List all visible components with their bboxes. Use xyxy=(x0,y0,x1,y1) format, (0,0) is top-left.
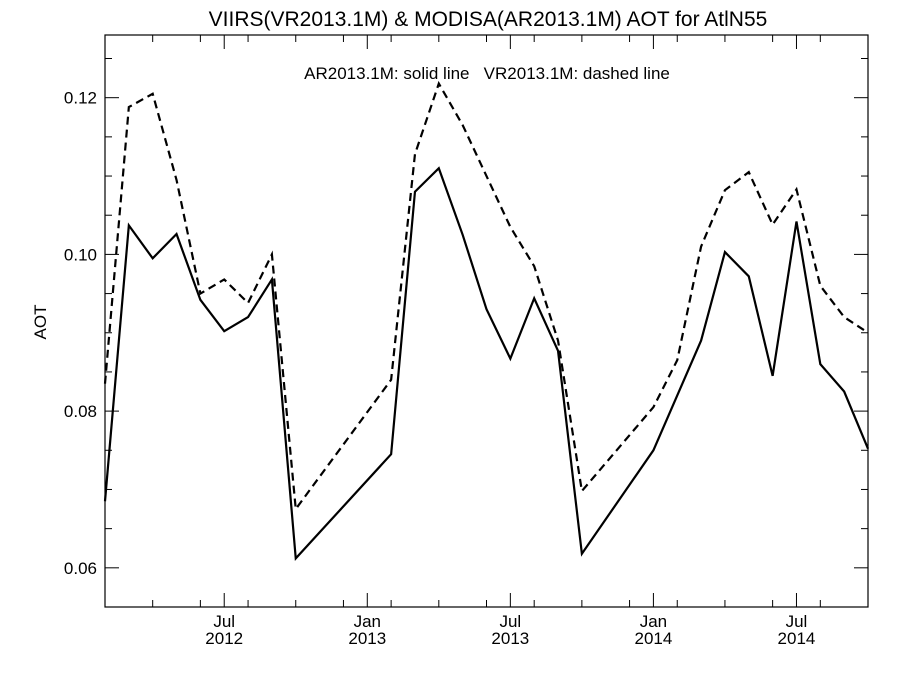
tick-labels: 0.060.080.100.12Jul2012Jan2013Jul2013Jan… xyxy=(64,89,815,648)
data-point-vr2013-1m-13 xyxy=(486,175,488,177)
x-tick-year-label: 2014 xyxy=(634,629,672,648)
data-point-vr2013-1m-14 xyxy=(510,226,512,228)
data-point-ar2013-1m-11 xyxy=(438,167,440,169)
data-point-vr2013-1m-20 xyxy=(700,246,702,248)
data-point-ar2013-1m-10 xyxy=(414,191,416,193)
y-tick-label: 0.10 xyxy=(64,245,97,264)
data-point-vr2013-1m-16 xyxy=(557,340,559,342)
data-point-vr2013-1m-7 xyxy=(271,254,273,256)
data-point-ar2013-1m-2 xyxy=(152,258,154,260)
data-point-ar2013-1m-9 xyxy=(390,453,392,455)
data-point-vr2013-1m-11 xyxy=(438,83,440,85)
data-point-vr2013-1m-24 xyxy=(796,189,798,191)
data-point-vr2013-1m-15 xyxy=(533,265,535,267)
data-point-vr2013-1m-3 xyxy=(176,179,178,181)
data-point-ar2013-1m-12 xyxy=(462,234,464,236)
series-line-ar2013-1m xyxy=(103,166,870,562)
data-point-ar2013-1m-20 xyxy=(700,340,702,342)
data-point-vr2013-1m-26 xyxy=(843,316,845,318)
data-point-vr2013-1m-4 xyxy=(200,293,202,295)
x-tick-month-label: Jul xyxy=(786,612,808,631)
data-point-ar2013-1m-15 xyxy=(533,297,535,299)
data-point-ar2013-1m-17 xyxy=(581,553,583,555)
data-point-ar2013-1m-21 xyxy=(724,251,726,253)
x-tick-year-label: 2013 xyxy=(491,629,529,648)
data-point-vr2013-1m-21 xyxy=(724,189,726,191)
chart-title: VIIRS(VR2013.1M) & MODISA(AR2013.1M) AOT… xyxy=(209,8,768,31)
y-tick-label: 0.06 xyxy=(64,559,97,578)
data-point-ar2013-1m-18 xyxy=(653,449,655,451)
data-point-ar2013-1m-7 xyxy=(271,279,273,281)
x-tick-month-label: Jan xyxy=(640,612,667,631)
data-point-vr2013-1m-6 xyxy=(247,302,249,304)
y-axis-label: AOT xyxy=(31,305,50,340)
data-point-ar2013-1m-24 xyxy=(796,221,798,223)
x-tick-year-label: 2012 xyxy=(205,629,243,648)
data-point-vr2013-1m-25 xyxy=(820,285,822,287)
data-point-vr2013-1m-18 xyxy=(653,406,655,408)
data-point-vr2013-1m-9 xyxy=(390,379,392,381)
x-tick-month-label: Jul xyxy=(499,612,521,631)
plot-series xyxy=(103,80,870,562)
y-tick-label: 0.08 xyxy=(64,402,97,421)
data-point-ar2013-1m-13 xyxy=(486,308,488,310)
data-point-ar2013-1m-6 xyxy=(247,316,249,318)
series-line-vr2013-1m xyxy=(103,80,869,513)
data-point-vr2013-1m-17 xyxy=(581,490,583,492)
data-point-ar2013-1m-14 xyxy=(510,358,512,360)
y-tick-label: 0.12 xyxy=(64,89,97,108)
data-point-ar2013-1m-8 xyxy=(295,558,297,560)
data-point-vr2013-1m-12 xyxy=(462,124,464,126)
data-point-vr2013-1m-8 xyxy=(295,508,297,510)
data-point-vr2013-1m-1 xyxy=(128,106,130,108)
x-tick-month-label: Jul xyxy=(213,612,235,631)
x-tick-year-label: 2014 xyxy=(778,629,816,648)
data-point-ar2013-1m-1 xyxy=(128,225,130,227)
x-tick-month-label: Jan xyxy=(354,612,381,631)
data-point-vr2013-1m-19 xyxy=(676,359,678,361)
data-point-vr2013-1m-22 xyxy=(748,171,750,173)
data-point-ar2013-1m-19 xyxy=(676,395,678,397)
data-point-ar2013-1m-23 xyxy=(772,375,774,377)
data-point-ar2013-1m-22 xyxy=(748,276,750,278)
data-point-ar2013-1m-5 xyxy=(223,330,225,332)
data-point-vr2013-1m-23 xyxy=(772,224,774,226)
data-point-ar2013-1m-26 xyxy=(843,391,845,393)
axis-ticks xyxy=(105,35,868,608)
legend-annotation: AR2013.1M: solid line VR2013.1M: dashed … xyxy=(304,64,670,83)
data-point-vr2013-1m-10 xyxy=(414,153,416,155)
data-point-vr2013-1m-5 xyxy=(223,279,225,281)
data-point-ar2013-1m-4 xyxy=(200,299,202,301)
x-tick-year-label: 2013 xyxy=(348,629,386,648)
plot-frame xyxy=(104,34,869,608)
data-point-ar2013-1m-25 xyxy=(820,363,822,365)
data-point-ar2013-1m-3 xyxy=(176,233,178,235)
data-point-vr2013-1m-2 xyxy=(152,93,154,95)
